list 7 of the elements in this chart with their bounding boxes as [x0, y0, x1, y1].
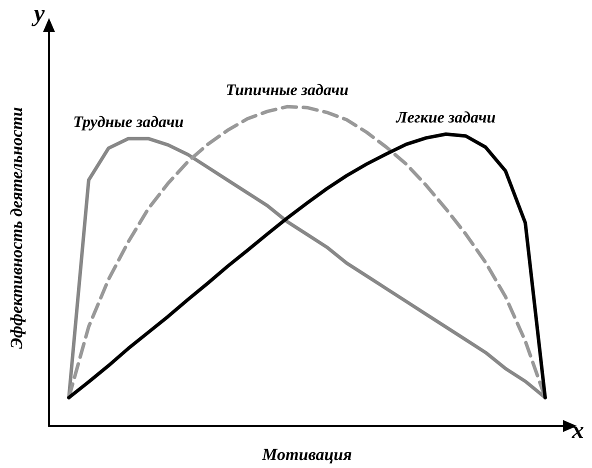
x-axis-title: Мотивация	[261, 445, 352, 464]
series-label: Легкие задачи	[395, 110, 496, 127]
series-label: Трудные задачи	[73, 114, 184, 132]
series-label: Типичные задачи	[226, 82, 349, 100]
y-axis-title: Эффективность деятельности	[7, 107, 26, 349]
text: y	[31, 1, 45, 27]
text: x	[571, 418, 584, 444]
